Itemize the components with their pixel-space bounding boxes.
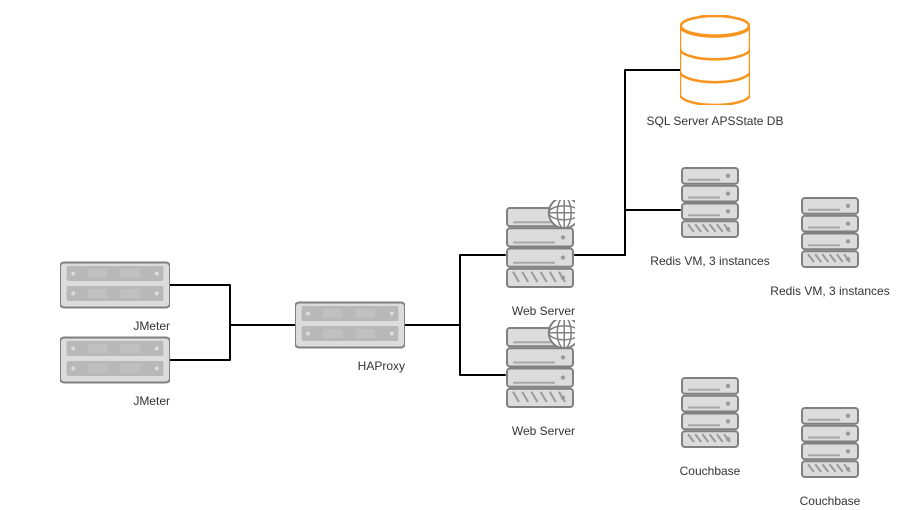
node-label: SQL Server APSState DB bbox=[647, 114, 784, 128]
database-icon bbox=[680, 15, 750, 110]
node-label: Redis VM, 3 instances bbox=[770, 284, 889, 298]
node-sql: SQL Server APSState DB bbox=[680, 15, 750, 130]
node-label: JMeter bbox=[133, 319, 170, 333]
node-redis1: Redis VM, 3 instances bbox=[680, 160, 740, 270]
node-label: Web Server bbox=[512, 304, 575, 318]
node-redis2: Redis VM, 3 instances bbox=[800, 190, 860, 300]
rack-icon bbox=[295, 300, 405, 355]
node-label: JMeter bbox=[133, 394, 170, 408]
server-icon bbox=[680, 160, 740, 250]
node-couch1: Couchbase bbox=[680, 370, 740, 480]
server-icon bbox=[800, 190, 860, 280]
node-label: Couchbase bbox=[800, 494, 861, 508]
node-web1: Web Server bbox=[505, 200, 575, 320]
server-icon bbox=[800, 400, 860, 490]
server-icon bbox=[680, 370, 740, 460]
node-label: Redis VM, 3 instances bbox=[650, 254, 769, 268]
node-couch2: Couchbase bbox=[800, 400, 860, 510]
node-jmeter2: JMeter bbox=[60, 335, 170, 410]
node-label: HAProxy bbox=[358, 359, 405, 373]
node-label: Couchbase bbox=[680, 464, 741, 478]
server-web-icon bbox=[505, 200, 575, 300]
node-jmeter1: JMeter bbox=[60, 260, 170, 335]
rack-icon bbox=[60, 335, 170, 390]
node-haproxy: HAProxy bbox=[295, 300, 405, 375]
node-label: Web Server bbox=[512, 424, 575, 438]
node-web2: Web Server bbox=[505, 320, 575, 440]
server-web-icon bbox=[505, 320, 575, 420]
rack-icon bbox=[60, 260, 170, 315]
